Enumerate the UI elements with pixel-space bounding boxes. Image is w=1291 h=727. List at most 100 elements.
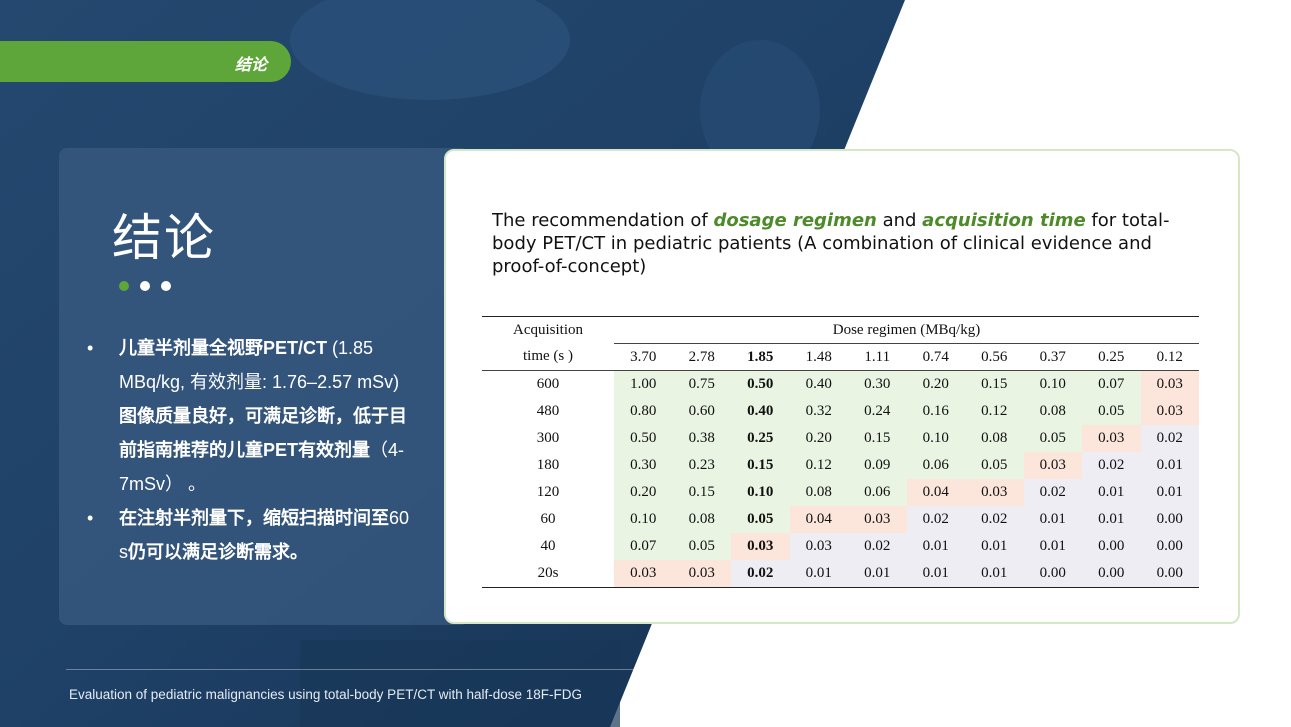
bullet-text: 图像质量良好，可满足诊断，低于目前指南推荐的儿童PET有效剂量 xyxy=(119,406,407,460)
value-cell: 0.20 xyxy=(906,370,965,398)
value-cell: 1.00 xyxy=(614,370,673,398)
bullet-text: （4-7mSv） 。 xyxy=(119,440,405,494)
value-cell: 0.00 xyxy=(1082,560,1141,588)
dose-header-cell: 1.85 xyxy=(747,348,774,365)
dose-header-cell: 1.11 xyxy=(864,348,891,365)
table-row: 480 0.80 0.60 0.40 0.32 0.24 0.16 0.12 0.08 0.05 0… xyxy=(482,398,1199,425)
time-cell: 600 xyxy=(536,376,560,392)
value-cell: 0.50 xyxy=(731,370,790,398)
value-cell: 0.06 xyxy=(848,479,907,506)
value-cell: 0.20 xyxy=(789,425,848,452)
value-cell: 0.09 xyxy=(848,452,907,479)
value-cell: 0.05 xyxy=(965,452,1024,479)
value-cell: 0.01 xyxy=(789,560,848,588)
value-cell: 0.03 xyxy=(1023,452,1082,479)
bullet-text: 仍可以满足诊断需求。 xyxy=(128,542,308,562)
value-cell: 0.10 xyxy=(906,425,965,452)
value-cell: 0.02 xyxy=(1082,452,1141,479)
dose-header-cell: 0.74 xyxy=(922,348,949,365)
table-row: 600 1.00 0.75 0.50 0.40 0.30 0.20 0.15 0.10 0.07 0… xyxy=(482,370,1199,398)
value-cell: 0.12 xyxy=(789,452,848,479)
time-cell: 60 xyxy=(540,511,556,527)
value-cell: 0.03 xyxy=(1082,425,1141,452)
dose-header-cell: 0.12 xyxy=(1156,348,1183,365)
value-cell: 0.03 xyxy=(614,560,673,588)
group-header: Dose regimen (MBq/kg) xyxy=(614,316,1199,344)
value-cell: 0.24 xyxy=(848,398,907,425)
time-cell: 180 xyxy=(536,457,560,473)
dose-header-cell: 2.78 xyxy=(688,348,715,365)
bullet-dot-icon: • xyxy=(87,508,94,528)
value-cell: 0.60 xyxy=(672,398,731,425)
value-cell: 0.12 xyxy=(965,398,1024,425)
value-cell: 0.02 xyxy=(1140,425,1199,452)
value-cell: 0.03 xyxy=(1140,398,1199,425)
value-cell: 0.02 xyxy=(731,560,790,588)
bullet-item: • 儿童半剂量全视野PET/CT (1.85 MBq/kg, 有效剂量: 1.76… xyxy=(87,331,417,501)
dose-header-cell: 0.25 xyxy=(1098,348,1125,365)
value-cell: 0.15 xyxy=(731,452,790,479)
bullet-text: 在注射半剂量下，缩短扫描时间至 xyxy=(119,508,389,528)
conclusion-panel: 结论 • 儿童半剂量全视野PET/CT (1.85 MBq/kg, 有效剂量: 1… xyxy=(59,148,469,625)
value-cell: 0.03 xyxy=(848,506,907,533)
value-cell: 0.00 xyxy=(1140,533,1199,560)
value-cell: 0.80 xyxy=(614,398,673,425)
value-cell: 0.03 xyxy=(672,560,731,588)
card-title: The recommendation of dosage regimen and… xyxy=(492,209,1192,278)
value-cell: 0.01 xyxy=(906,560,965,588)
value-cell: 0.05 xyxy=(1023,425,1082,452)
value-cell: 0.00 xyxy=(1140,560,1199,588)
value-cell: 0.01 xyxy=(1140,452,1199,479)
value-cell: 0.07 xyxy=(614,533,673,560)
section-tab: 结论 xyxy=(0,41,291,82)
table-row: 40 0.07 0.05 0.03 0.03 0.02 0.01 0.01 0.01 0.00 0.… xyxy=(482,533,1199,560)
time-cell: 40 xyxy=(540,538,556,554)
value-cell: 0.25 xyxy=(731,425,790,452)
dose-header-cell: 0.56 xyxy=(981,348,1008,365)
value-cell: 0.03 xyxy=(1140,370,1199,398)
value-cell: 0.10 xyxy=(614,506,673,533)
value-cell: 0.01 xyxy=(906,533,965,560)
value-cell: 0.05 xyxy=(731,506,790,533)
value-cell: 0.40 xyxy=(789,370,848,398)
table-row: 60 0.10 0.08 0.05 0.04 0.03 0.02 0.02 0.01 0.01 0.… xyxy=(482,506,1199,533)
time-cell: 480 xyxy=(536,403,560,419)
time-cell: 120 xyxy=(536,484,560,500)
value-cell: 0.50 xyxy=(614,425,673,452)
value-cell: 0.23 xyxy=(672,452,731,479)
value-cell: 0.75 xyxy=(672,370,731,398)
dot-3 xyxy=(161,281,171,291)
title-text: and xyxy=(876,210,923,231)
title-highlight: acquisition time xyxy=(922,210,1086,231)
title-text: for total-body PET/CT in pediatric patie… xyxy=(492,210,1170,277)
value-cell: 0.05 xyxy=(672,533,731,560)
value-cell: 0.01 xyxy=(965,533,1024,560)
value-cell: 0.02 xyxy=(1023,479,1082,506)
value-cell: 0.38 xyxy=(672,425,731,452)
bullet-text: 儿童半剂量全视野PET/CT xyxy=(119,338,328,358)
value-cell: 0.10 xyxy=(1023,370,1082,398)
value-cell: 0.08 xyxy=(1023,398,1082,425)
recommendation-table: Acquisition Dose regimen (MBq/kg) time (… xyxy=(482,316,1199,588)
value-cell: 0.00 xyxy=(1023,560,1082,588)
footer-text: Evaluation of pediatric malignancies usi… xyxy=(69,687,582,702)
value-cell: 0.08 xyxy=(672,506,731,533)
table-row: 120 0.20 0.15 0.10 0.08 0.06 0.04 0.03 0.02 0.01 0… xyxy=(482,479,1199,506)
value-cell: 0.03 xyxy=(965,479,1024,506)
dose-header-cell: 0.37 xyxy=(1039,348,1066,365)
value-cell: 0.07 xyxy=(1082,370,1141,398)
conclusion-bullets: • 儿童半剂量全视野PET/CT (1.85 MBq/kg, 有效剂量: 1.76… xyxy=(87,331,417,569)
value-cell: 0.08 xyxy=(965,425,1024,452)
bullet-text: 60 s xyxy=(119,508,410,562)
recommendation-table-wrap: Acquisition Dose regimen (MBq/kg) time (… xyxy=(482,316,1199,588)
dot-1 xyxy=(119,281,129,291)
value-cell: 0.16 xyxy=(906,398,965,425)
title-highlight: dosage regimen xyxy=(713,210,877,231)
table-row: 300 0.50 0.38 0.25 0.20 0.15 0.10 0.08 0.05 0.03 0… xyxy=(482,425,1199,452)
dose-header-cell: 1.48 xyxy=(805,348,832,365)
value-cell: 0.03 xyxy=(731,533,790,560)
value-cell: 0.10 xyxy=(731,479,790,506)
value-cell: 0.02 xyxy=(848,533,907,560)
value-cell: 0.15 xyxy=(672,479,731,506)
table-row: 20s 0.03 0.03 0.02 0.01 0.01 0.01 0.01 0.00 0.00 0… xyxy=(482,560,1199,588)
